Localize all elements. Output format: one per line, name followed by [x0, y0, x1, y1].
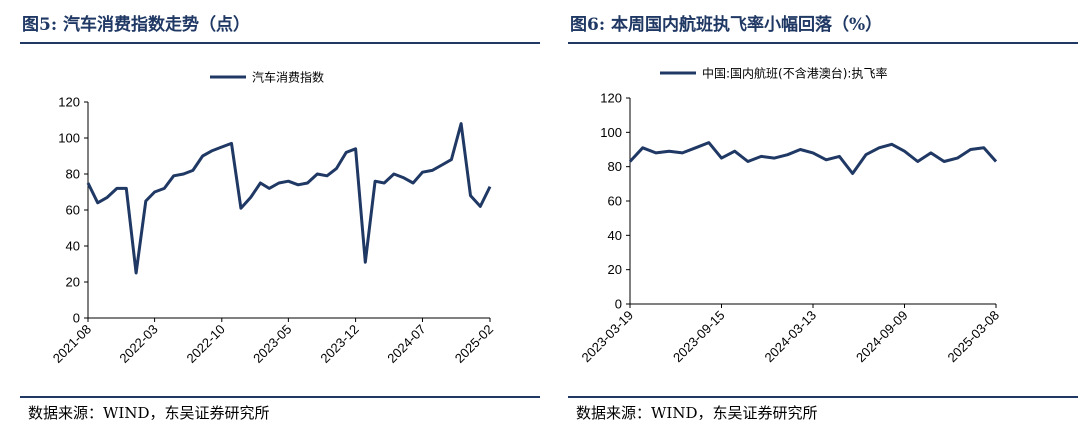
y-tick-label: 80: [66, 167, 80, 182]
y-tick-label: 40: [66, 239, 80, 254]
y-tick-label: 20: [608, 262, 622, 277]
x-tick-label: 2024-09-09: [853, 308, 911, 366]
source-rule-left: [20, 396, 540, 398]
x-tick-label: 2023-05: [250, 322, 294, 366]
legend-label: 中国:国内航班(不含港澳台):执飞率: [702, 66, 887, 81]
x-tick-label: 2022-10: [184, 322, 228, 366]
chart-title-right: 图6: 本周国内航班执飞率小幅回落（%）: [570, 15, 883, 35]
x-tick-label: 2022-03: [116, 322, 160, 366]
y-tick-label: 120: [58, 95, 80, 110]
title-rule-right: [568, 42, 1078, 44]
source-right: 数据来源：WIND，东吴证券研究所: [576, 404, 818, 422]
series-line: [628, 141, 998, 175]
y-tick-label: 60: [66, 203, 80, 218]
series-line: [86, 122, 492, 275]
y-tick-label: 100: [600, 125, 622, 140]
car-index-chart: 0 20 40 60 80 100 120 2021-08 2022-03 2022-10 2023…: [50, 70, 496, 366]
right-chart-panel: 图6: 本周国内航班执飞率小幅回落（%） 0 20 40 60 80 100 120 2023…: [548, 0, 1080, 446]
x-tick-label: 2023-09-15: [670, 308, 728, 366]
x-tick-label: 2021-08: [50, 322, 94, 366]
y-tick-label: 120: [600, 91, 622, 106]
x-tick-label: 2025-02: [452, 322, 496, 366]
source-rule-right: [568, 396, 1078, 398]
legend-label: 汽车消费指数: [252, 70, 324, 85]
y-tick-label: 20: [66, 275, 80, 290]
flight-rate-chart: 0 20 40 60 80 100 120 2023-03-19 2023-09-15 2024-…: [578, 66, 1002, 366]
chart-title-left: 图5: 汽车消费指数走势（点）: [22, 15, 251, 35]
y-tick-label: 0: [615, 297, 622, 312]
x-tick-label: 2024-03-13: [761, 308, 819, 366]
x-tick-label: 2023-12: [317, 322, 361, 366]
y-tick-label: 0: [73, 311, 80, 326]
y-tick-label: 60: [608, 194, 622, 209]
source-left: 数据来源：WIND，东吴证券研究所: [28, 404, 270, 422]
x-tick-label: 2025-03-08: [944, 308, 1002, 366]
title-rule-left: [20, 42, 540, 44]
y-tick-label: 40: [608, 228, 622, 243]
y-tick-label: 80: [608, 159, 622, 174]
y-tick-label: 100: [58, 131, 80, 146]
x-tick-label: 2024-07: [384, 322, 428, 366]
x-tick-label: 2023-03-19: [578, 308, 636, 366]
left-chart-panel: 图5: 汽车消费指数走势（点） 0 20 40 60 80 100 120 2021-08 20…: [20, 15, 540, 422]
